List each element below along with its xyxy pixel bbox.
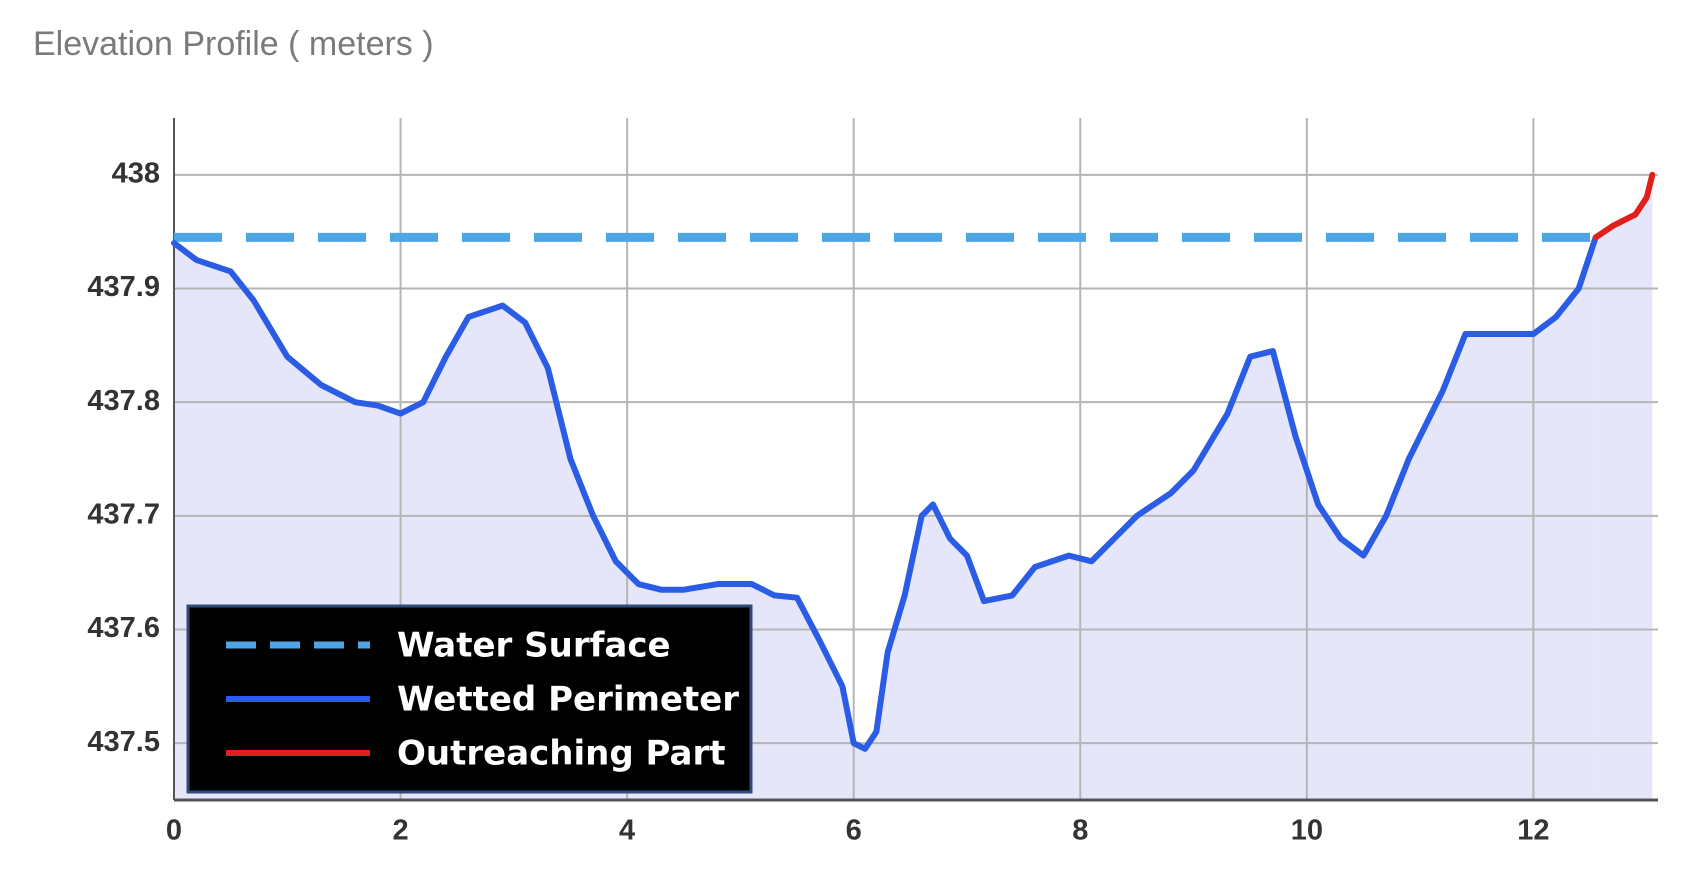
- series-line: [1592, 171, 1656, 241]
- y-tick-label: 437.5: [87, 726, 160, 758]
- x-tick-label: 8: [1072, 815, 1088, 847]
- y-tick-label: 437.8: [87, 385, 160, 417]
- y-tick-label: 437.9: [87, 271, 160, 303]
- y-tick-label: 438: [112, 157, 160, 189]
- x-tick-label: 6: [846, 815, 862, 847]
- chart-title: Elevation Profile ( meters ): [33, 25, 434, 63]
- x-tick-label: 12: [1517, 815, 1549, 847]
- y-tick-label: 437.7: [87, 498, 160, 530]
- x-tick-label: 10: [1291, 815, 1323, 847]
- legend-label: Outreaching Part: [397, 734, 726, 774]
- legend: Water Surface Wetted Perimeter Outreaching…: [186, 604, 753, 794]
- x-tick-label: 4: [619, 815, 635, 847]
- area-fill: [1595, 174, 1653, 801]
- x-tick-label: 0: [166, 815, 182, 847]
- legend-label: Water Surface: [397, 626, 671, 666]
- x-tick-label: 2: [392, 815, 408, 847]
- series-line: [171, 234, 1599, 752]
- y-tick-label: 437.6: [87, 612, 160, 644]
- legend-label: Wetted Perimeter: [397, 680, 739, 720]
